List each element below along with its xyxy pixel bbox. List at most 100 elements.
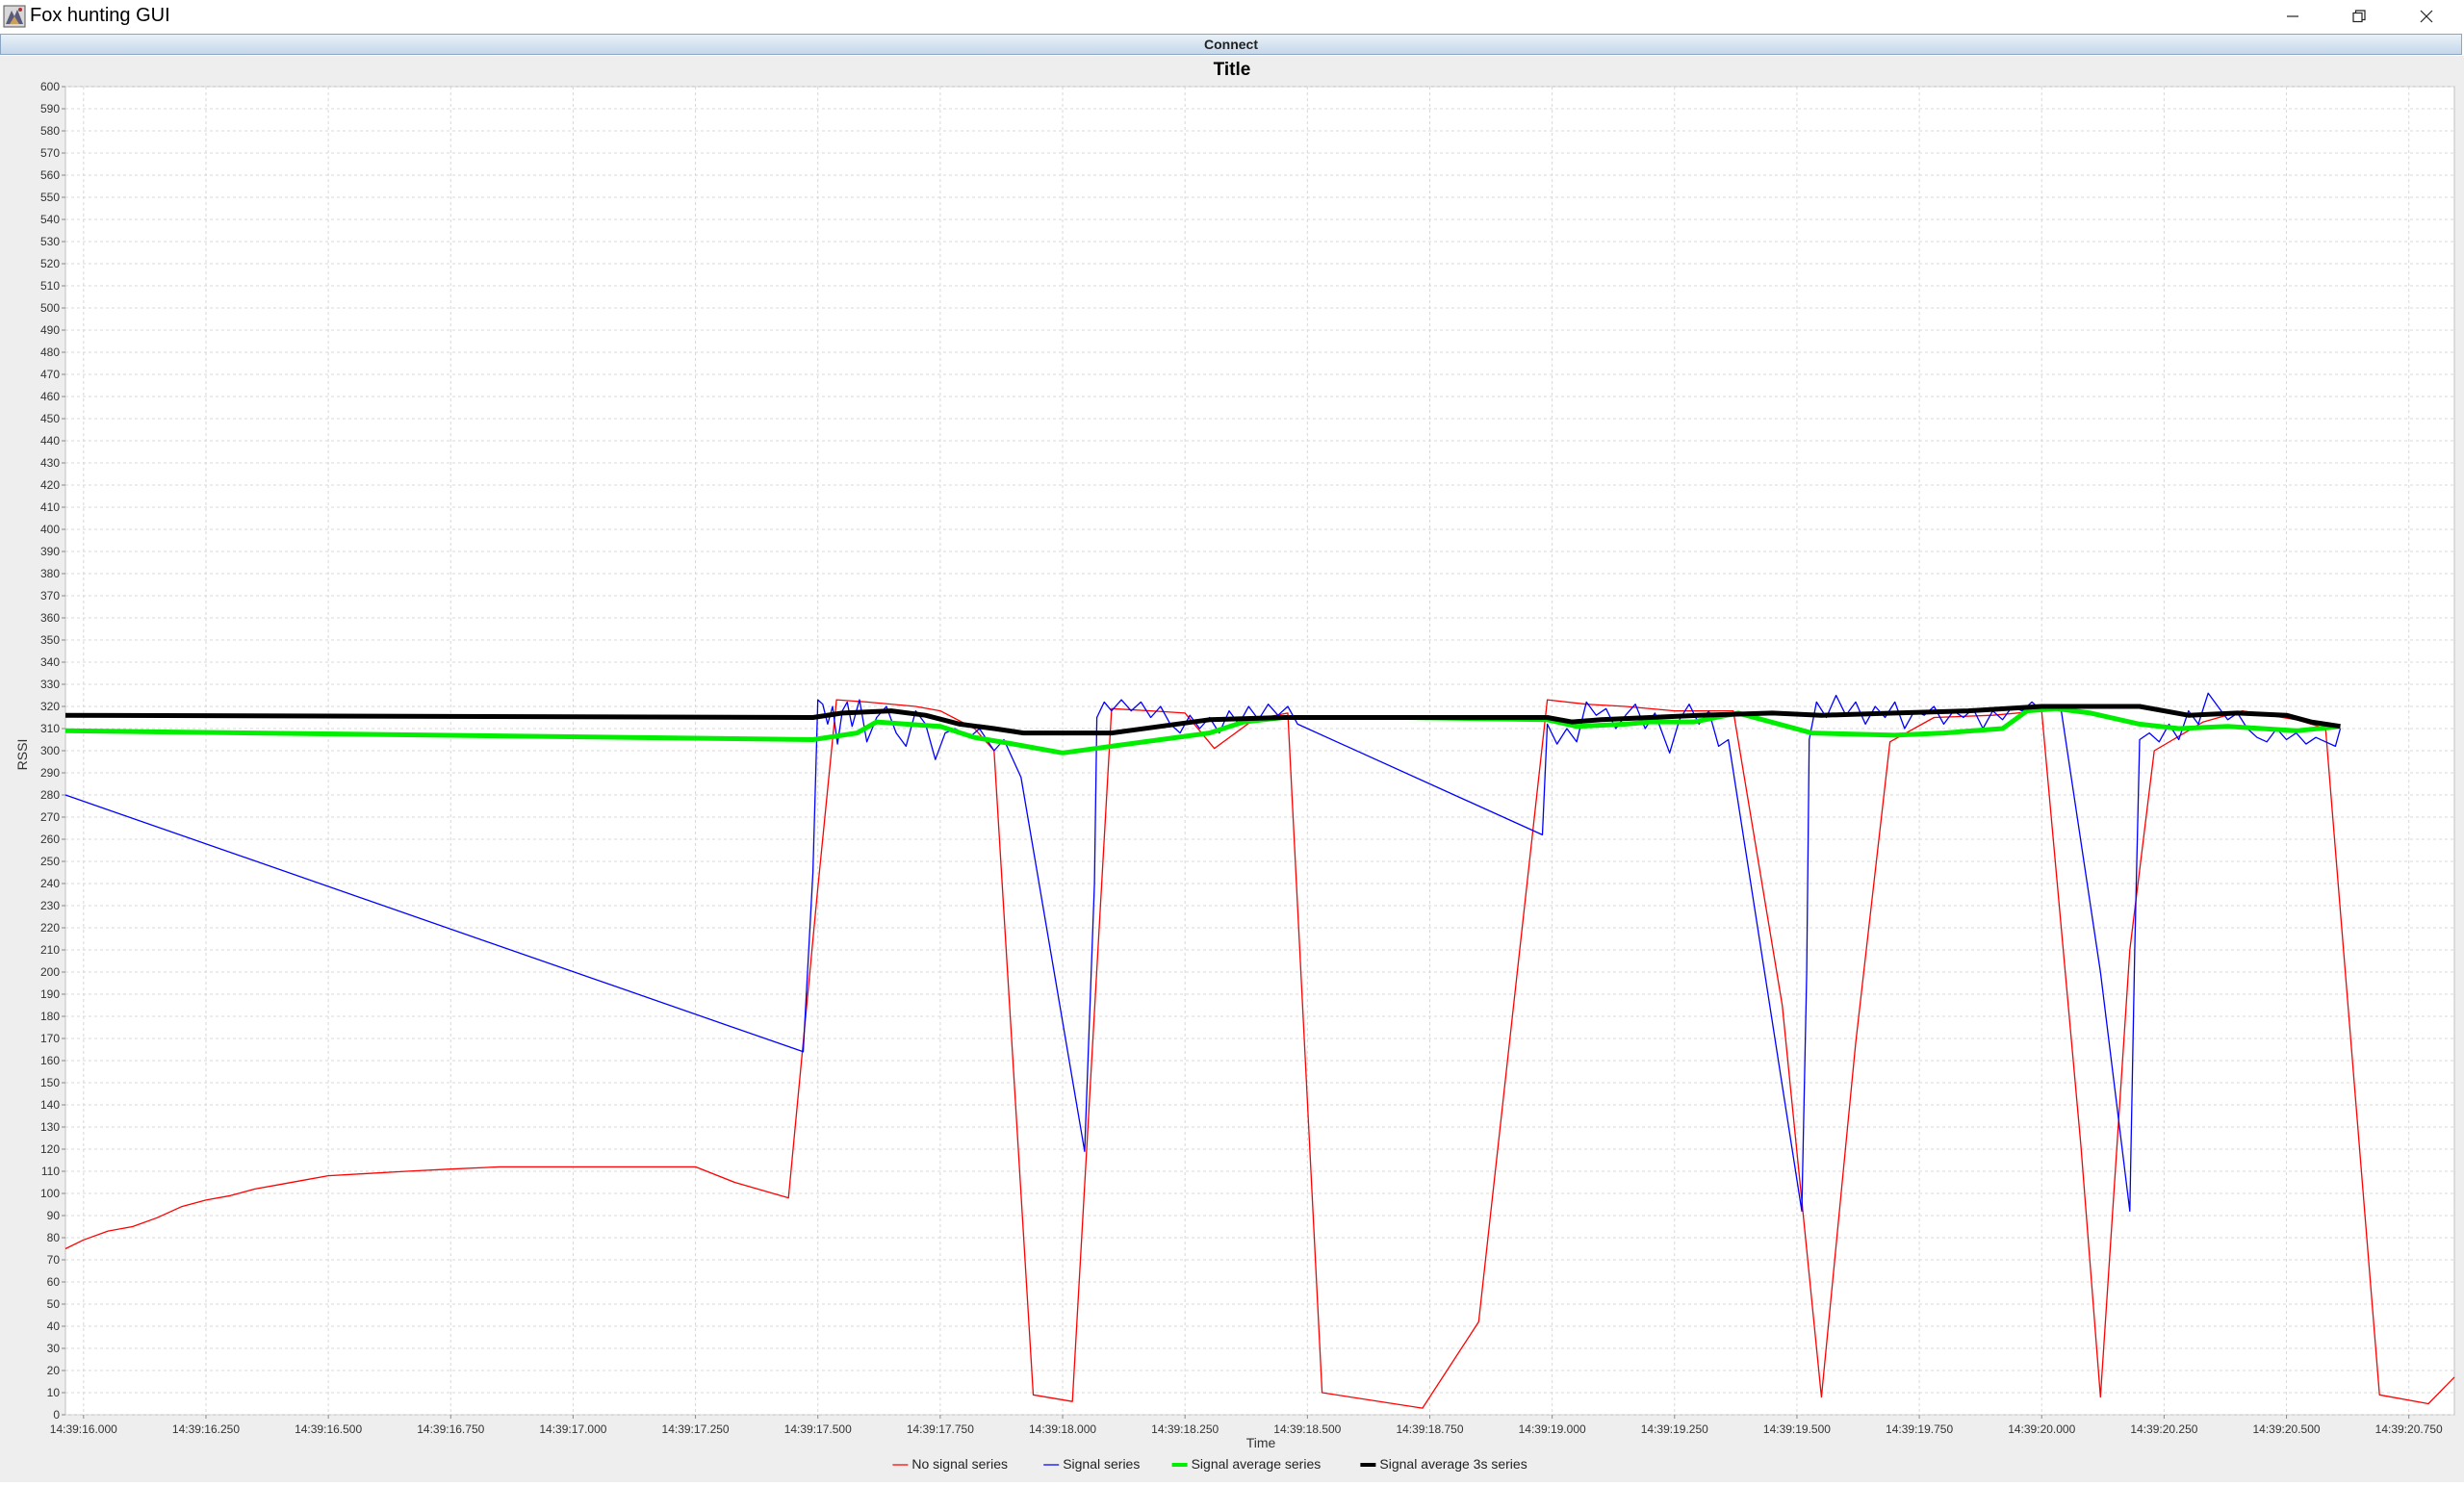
y-tick-label: 210: [40, 943, 60, 957]
y-tick-label: 350: [40, 633, 60, 647]
y-tick-label: 100: [40, 1187, 60, 1200]
y-tick-label: 400: [40, 523, 60, 536]
x-tick-label: 14:39:20.250: [2130, 1422, 2197, 1436]
y-tick-label: 190: [40, 987, 60, 1001]
y-tick-label: 140: [40, 1098, 60, 1112]
legend: No signal series Signal series Signal aver…: [892, 1456, 1527, 1472]
y-tick-label: 530: [40, 235, 60, 248]
y-tick-label: 390: [40, 545, 60, 558]
y-tick-label: 60: [47, 1275, 61, 1289]
y-tick-label: 420: [40, 478, 60, 492]
x-tick-label: 14:39:17.250: [662, 1422, 730, 1436]
y-tick-label: 240: [40, 877, 60, 890]
y-tick-label: 470: [40, 368, 60, 381]
y-tick-label: 30: [47, 1342, 61, 1355]
x-tick-label: 14:39:18.250: [1151, 1422, 1219, 1436]
y-tick-label: 550: [40, 191, 60, 204]
plot-area: [64, 86, 2455, 1416]
y-tick-label: 490: [40, 323, 60, 337]
x-tick-label: 14:39:18.500: [1273, 1422, 1341, 1436]
connect-button[interactable]: Connect: [0, 34, 2462, 55]
x-axis-label: Time: [1246, 1435, 1276, 1450]
y-tick-label: 80: [47, 1231, 61, 1244]
series-line-no-signal-series: [64, 699, 2455, 1409]
y-tick-label: 480: [40, 346, 60, 359]
y-tick-label: 90: [47, 1209, 61, 1222]
y-tick-label: 320: [40, 700, 60, 713]
y-tick-label: 520: [40, 257, 60, 270]
restore-icon: [2352, 9, 2366, 22]
y-tick-label: 290: [40, 766, 60, 780]
y-tick-label: 280: [40, 788, 60, 802]
y-tick-label: 590: [40, 102, 60, 115]
window-titlebar: Fox hunting GUI: [0, 0, 2464, 32]
y-tick-label: 500: [40, 301, 60, 315]
legend-label: Signal series: [1063, 1456, 1140, 1472]
y-tick-label: 440: [40, 434, 60, 448]
x-axis: 14:39:16.000 14:39:16.250 14:39:16.500 14:3…: [50, 1415, 2443, 1436]
x-tick-label: 14:39:17.000: [539, 1422, 606, 1436]
x-tick-label: 14:39:20.000: [2008, 1422, 2075, 1436]
y-tick-label: 430: [40, 456, 60, 470]
x-tick-label: 14:39:19.500: [1763, 1422, 1831, 1436]
y-tick-label: 560: [40, 168, 60, 182]
series-line-signal-average-3s-series: [64, 704, 2341, 736]
y-tick-label: 260: [40, 833, 60, 846]
grid: [65, 86, 2454, 1416]
y-tick-label: 200: [40, 965, 60, 979]
y-tick-label: 220: [40, 921, 60, 935]
y-tick-label: 450: [40, 412, 60, 425]
y-tick-label: 180: [40, 1010, 60, 1023]
y-tick-label: 300: [40, 744, 60, 757]
minimize-icon: [2287, 14, 2298, 17]
y-axis-label: RSSI: [14, 739, 30, 771]
app-icon: [3, 5, 26, 28]
y-tick-label: 230: [40, 899, 60, 912]
y-tick-label: 50: [47, 1297, 61, 1311]
minimize-button[interactable]: [2260, 0, 2325, 32]
y-tick-label: 340: [40, 655, 60, 669]
close-button[interactable]: [2394, 0, 2459, 32]
legend-label: Signal average 3s series: [1379, 1456, 1527, 1472]
y-tick-label: 0: [53, 1408, 60, 1422]
x-tick-label: 14:39:16.000: [50, 1422, 117, 1436]
y-tick-label: 40: [47, 1319, 61, 1333]
rssi-chart: Title 0 10 20 30 40 50 60 70 80 90 100 110 120 130 140…: [14, 60, 2455, 1472]
y-tick-label: 540: [40, 213, 60, 226]
y-tick-label: 70: [47, 1253, 61, 1267]
y-tick-label: 380: [40, 567, 60, 580]
x-tick-label: 14:39:20.500: [2253, 1422, 2321, 1436]
legend-label: Signal average series: [1192, 1456, 1322, 1472]
x-tick-label: 14:39:19.750: [1886, 1422, 1953, 1436]
y-tick-label: 10: [47, 1386, 61, 1399]
x-tick-label: 14:39:17.500: [784, 1422, 852, 1436]
x-tick-label: 14:39:16.750: [417, 1422, 484, 1436]
window-title: Fox hunting GUI: [30, 5, 170, 26]
y-tick-label: 110: [41, 1165, 60, 1178]
y-tick-label: 150: [40, 1076, 60, 1089]
y-tick-label: 170: [40, 1032, 60, 1045]
restore-button[interactable]: [2326, 0, 2392, 32]
y-tick-label: 600: [40, 80, 60, 93]
y-tick-label: 580: [40, 124, 60, 138]
y-tick-label: 130: [40, 1120, 60, 1134]
x-tick-label: 14:39:16.500: [295, 1422, 362, 1436]
x-tick-label: 14:39:19.250: [1641, 1422, 1708, 1436]
close-icon: [2420, 10, 2433, 22]
x-tick-label: 14:39:19.000: [1519, 1422, 1586, 1436]
y-tick-label: 120: [40, 1142, 60, 1156]
y-tick-label: 410: [40, 500, 60, 514]
y-tick-label: 330: [40, 678, 60, 691]
chart-panel: Title 0 10 20 30 40 50 60 70 80 90 100 110 120 130 140…: [0, 56, 2464, 1482]
y-tick-label: 510: [40, 279, 60, 293]
y-tick-label: 360: [40, 611, 60, 625]
x-tick-label: 14:39:18.750: [1396, 1422, 1463, 1436]
y-tick-label: 250: [40, 855, 60, 868]
x-tick-label: 14:39:20.750: [2375, 1422, 2443, 1436]
y-axis: 0 10 20 30 40 50 60 70 80 90 100 110 120 130 140 150 160…: [40, 80, 65, 1422]
series-line-signal-average-series: [64, 705, 2341, 756]
y-tick-label: 160: [40, 1054, 60, 1067]
y-tick-label: 20: [47, 1364, 61, 1377]
legend-label: No signal series: [911, 1456, 1008, 1472]
x-tick-label: 14:39:18.000: [1029, 1422, 1096, 1436]
